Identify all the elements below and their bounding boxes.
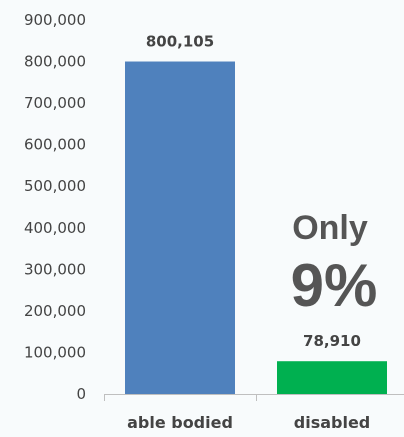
y-tick-label: 600,000 [24,136,86,154]
y-tick-label: 500,000 [24,177,86,195]
y-tick-label: 800,000 [24,53,86,71]
data-label: 800,105 [146,33,214,51]
x-tick-label: able bodied [127,413,233,432]
y-tick-label: 400,000 [24,219,86,237]
annotation-only: Only [292,209,368,247]
data-labels: 800,105 78,910 [146,33,361,351]
x-tick-label: disabled [294,413,371,432]
y-tick-label: 100,000 [24,343,86,361]
y-tick-label: 200,000 [24,302,86,320]
annotation-percent: 9% [291,252,378,319]
y-axis: 0 100,000 200,000 300,000 400,000 500,000 600,… [24,11,86,403]
bars [125,61,387,394]
annotation: Only 9% [291,209,378,319]
y-tick-label: 900,000 [24,11,86,29]
y-tick-label: 700,000 [24,94,86,112]
x-axis: able bodied disabled [104,394,404,432]
bar [125,61,235,394]
data-label: 78,910 [303,332,361,350]
bar [277,361,387,394]
y-tick-label: 300,000 [24,260,86,278]
y-tick-label: 0 [76,385,86,403]
